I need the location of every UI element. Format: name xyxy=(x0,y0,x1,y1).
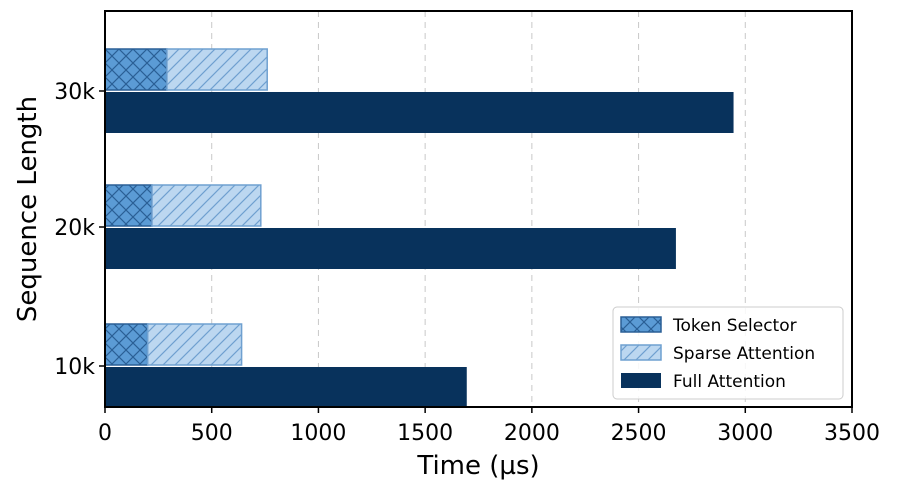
legend-swatch-hatch-sparse-attention xyxy=(620,344,662,361)
y-tick-label: 30k xyxy=(54,80,95,105)
x-axis-label: Time (µs) xyxy=(416,451,539,481)
legend-label-sparse-attention: Sparse Attention xyxy=(673,344,815,364)
legend-swatch-full-attention xyxy=(621,373,661,388)
x-tick-label: 3500 xyxy=(824,421,880,446)
bars xyxy=(104,48,734,408)
bar-hatch-token-selector-30k xyxy=(104,48,168,91)
x-tick-label: 1500 xyxy=(397,421,453,446)
x-tick-label: 2500 xyxy=(611,421,667,446)
bar-full-attention-10k xyxy=(105,367,467,408)
y-axis-label: Sequence Length xyxy=(13,96,43,322)
bar-full-attention-20k xyxy=(105,228,676,269)
bar-full-attention-30k xyxy=(105,92,734,133)
legend-box xyxy=(612,306,844,400)
y-tick-label: 10k xyxy=(54,355,95,380)
x-tick-label: 3000 xyxy=(717,421,773,446)
plot-frame xyxy=(104,10,853,408)
bar-hatch-token-selector-20k xyxy=(104,184,153,227)
legend-swatch-hatch-token-selector xyxy=(620,316,662,333)
x-tick-label: 1000 xyxy=(290,421,346,446)
legend: Token Selector Sparse Attention Full Atten… xyxy=(612,306,844,400)
y-tick-label: 20k xyxy=(54,216,95,241)
x-tick-label: 500 xyxy=(191,421,233,446)
axis-ticks: 0 500 1000 1500 2000 2500 3000 3500 10k 20k 30k xyxy=(54,80,880,446)
x-tick-label: 0 xyxy=(98,421,112,446)
x-tick-label: 2000 xyxy=(504,421,560,446)
legend-label-token-selector: Token Selector xyxy=(672,316,797,336)
legend-label-full-attention: Full Attention xyxy=(673,372,786,392)
bar-hatch-token-selector-10k xyxy=(104,323,149,366)
bar-hatch-sparse-attention-10k xyxy=(146,323,243,366)
bar-hatch-sparse-attention-30k xyxy=(166,48,268,91)
bar-hatch-sparse-attention-20k xyxy=(151,184,262,227)
